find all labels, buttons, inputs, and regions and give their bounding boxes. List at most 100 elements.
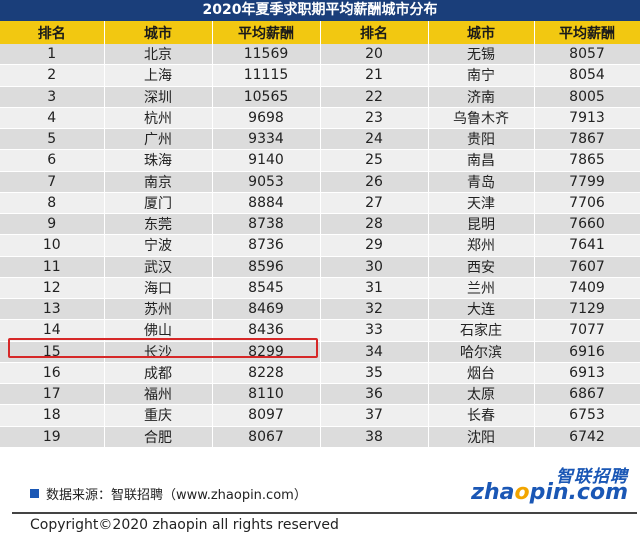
right-salary-cell: 8054: [534, 64, 640, 87]
right-salary-cell: 7607: [534, 256, 640, 278]
right-salary-cell: 7077: [534, 319, 640, 342]
right-city-cell: 烟台: [428, 362, 535, 385]
left-rank-cell: 9: [0, 213, 105, 236]
logo-chinese: 智联招聘: [556, 467, 628, 487]
table-row: 19 合肥 8067 38 沈阳 6742: [0, 426, 640, 448]
right-city-cell: 天津: [428, 192, 535, 215]
header-salary-left: 平均薪酬: [212, 21, 321, 44]
right-rank-cell: 28: [320, 213, 429, 236]
left-salary-cell: 8884: [212, 192, 321, 215]
left-city-cell: 厦门: [104, 192, 213, 215]
left-salary-cell: 8110: [212, 383, 321, 406]
table-row: 16 成都 8228 35 烟台 6913: [0, 362, 640, 385]
left-salary-cell: 11115: [212, 64, 321, 87]
left-rank-cell: 17: [0, 383, 105, 406]
left-salary-cell: 8067: [212, 426, 321, 448]
right-salary-cell: 7129: [534, 298, 640, 321]
right-city-cell: 兰州: [428, 277, 535, 300]
left-salary-cell: 8469: [212, 298, 321, 321]
table-row: 4 杭州 9698 23 乌鲁木齐 7913: [0, 107, 640, 130]
table-row: 3 深圳 10565 22 济南 8005: [0, 86, 640, 108]
table-row: 11 武汉 8596 30 西安 7607: [0, 256, 640, 278]
right-city-cell: 昆明: [428, 213, 535, 236]
left-rank-cell: 8: [0, 192, 105, 215]
right-salary-cell: 7660: [534, 213, 640, 236]
left-rank-cell: 10: [0, 234, 105, 257]
header-city-left: 城市: [104, 21, 213, 44]
right-city-cell: 石家庄: [428, 319, 535, 342]
right-city-cell: 长春: [428, 404, 535, 427]
right-rank-cell: 31: [320, 277, 429, 300]
left-rank-cell: 1: [0, 44, 105, 66]
right-salary-cell: 6867: [534, 383, 640, 406]
left-salary-cell: 9053: [212, 171, 321, 193]
table-row: 1 北京 11569 20 无锡 8057: [0, 44, 640, 66]
left-city-cell: 东莞: [104, 213, 213, 236]
left-salary-cell: 8545: [212, 277, 321, 300]
right-salary-cell: 6742: [534, 426, 640, 448]
header-city-right: 城市: [428, 21, 535, 44]
footer-divider: [12, 512, 637, 514]
table-row: 10 宁波 8736 29 郑州 7641: [0, 234, 640, 257]
table-row: 5 广州 9334 24 贵阳 7867: [0, 128, 640, 151]
right-rank-cell: 38: [320, 426, 429, 448]
right-rank-cell: 21: [320, 64, 429, 87]
right-city-cell: 大连: [428, 298, 535, 321]
table-row: 8 厦门 8884 27 天津 7706: [0, 192, 640, 215]
table-row: 14 佛山 8436 33 石家庄 7077: [0, 319, 640, 342]
left-city-cell: 杭州: [104, 107, 213, 130]
table-row: 9 东莞 8738 28 昆明 7660: [0, 213, 640, 236]
left-city-cell: 成都: [104, 362, 213, 385]
right-salary-cell: 7409: [534, 277, 640, 300]
left-rank-cell: 11: [0, 256, 105, 278]
left-salary-cell: 8097: [212, 404, 321, 427]
left-rank-cell: 4: [0, 107, 105, 130]
left-rank-cell: 14: [0, 319, 105, 342]
left-city-cell: 佛山: [104, 319, 213, 342]
left-salary-cell: 8228: [212, 362, 321, 385]
right-salary-cell: 7641: [534, 234, 640, 257]
left-city-cell: 宁波: [104, 234, 213, 257]
left-rank-cell: 6: [0, 149, 105, 172]
right-salary-cell: 7913: [534, 107, 640, 130]
right-salary-cell: 7867: [534, 128, 640, 151]
right-rank-cell: 29: [320, 234, 429, 257]
left-salary-cell: 9140: [212, 149, 321, 172]
right-city-cell: 太原: [428, 383, 535, 406]
left-rank-cell: 19: [0, 426, 105, 448]
left-rank-cell: 7: [0, 171, 105, 193]
right-salary-cell: 6916: [534, 341, 640, 363]
header-salary-right: 平均薪酬: [534, 21, 640, 44]
right-city-cell: 哈尔滨: [428, 341, 535, 363]
table-row: 6 珠海 9140 25 南昌 7865: [0, 149, 640, 172]
header-rank-right: 排名: [320, 21, 429, 44]
right-rank-cell: 33: [320, 319, 429, 342]
right-rank-cell: 27: [320, 192, 429, 215]
table-row: 7 南京 9053 26 青岛 7799: [0, 171, 640, 193]
right-salary-cell: 7799: [534, 171, 640, 193]
right-salary-cell: 8005: [534, 86, 640, 108]
right-rank-cell: 32: [320, 298, 429, 321]
table-row: 18 重庆 8097 37 长春 6753: [0, 404, 640, 427]
right-salary-cell: 6753: [534, 404, 640, 427]
left-rank-cell: 13: [0, 298, 105, 321]
logo-english: zhaopin.com: [471, 480, 628, 505]
right-rank-cell: 30: [320, 256, 429, 278]
left-city-cell: 武汉: [104, 256, 213, 278]
left-rank-cell: 16: [0, 362, 105, 385]
right-city-cell: 青岛: [428, 171, 535, 193]
left-salary-cell: 8738: [212, 213, 321, 236]
left-rank-cell: 5: [0, 128, 105, 151]
left-city-cell: 深圳: [104, 86, 213, 108]
header-rank-left: 排名: [0, 21, 105, 44]
left-salary-cell: 9334: [212, 128, 321, 151]
table-row: 2 上海 11115 21 南宁 8054: [0, 64, 640, 87]
right-rank-cell: 34: [320, 341, 429, 363]
right-salary-cell: 6913: [534, 362, 640, 385]
right-rank-cell: 37: [320, 404, 429, 427]
right-city-cell: 南昌: [428, 149, 535, 172]
right-rank-cell: 35: [320, 362, 429, 385]
left-city-cell: 广州: [104, 128, 213, 151]
right-city-cell: 无锡: [428, 44, 535, 66]
table-row: 13 苏州 8469 32 大连 7129: [0, 298, 640, 321]
